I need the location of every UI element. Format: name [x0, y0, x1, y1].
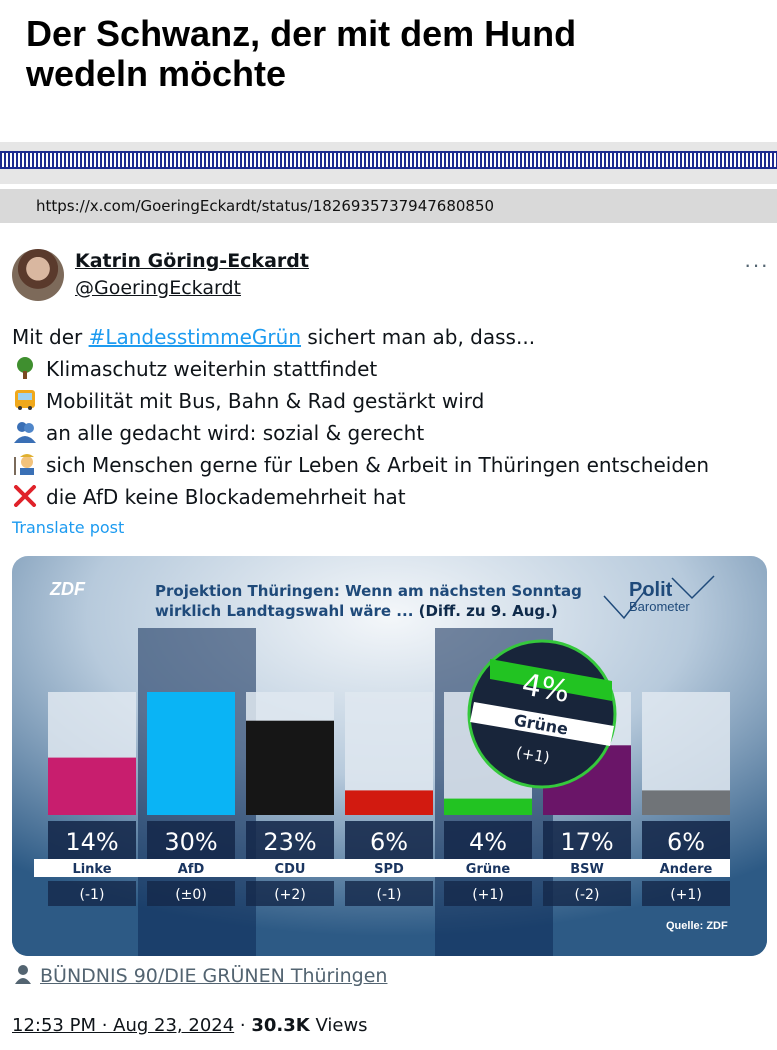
translate-post-link[interactable]: Translate post — [12, 518, 125, 537]
bar — [444, 798, 532, 815]
source-url[interactable]: https://x.com/GoeringEckardt/status/1826… — [36, 197, 495, 215]
bar-value-label: 30% — [164, 828, 217, 856]
party-label: AfD — [178, 862, 205, 877]
change-label: (±0) — [175, 887, 207, 903]
post-item: an alle gedacht wird: sozial & gerecht — [12, 417, 772, 449]
post-item-text: an alle gedacht wird: sozial & gerecht — [46, 421, 425, 445]
value-box — [543, 821, 631, 859]
change-box — [444, 881, 532, 906]
bar-value-label: 6% — [667, 828, 705, 856]
post-item: die AfD keine Blockademehrheit hat — [12, 481, 772, 513]
highlight-bar — [490, 659, 612, 701]
highlight-value: 4% — [519, 667, 572, 710]
post-text: Mit der #LandesstimmeGrün sichert man ab… — [12, 321, 772, 513]
farmer-icon — [14, 454, 34, 475]
post-intro: Mit der #LandesstimmeGrün sichert man ab… — [12, 321, 772, 353]
party-label: Andere — [660, 862, 713, 877]
highlight-change: (+1) — [515, 743, 551, 767]
change-box — [345, 881, 433, 906]
avatar[interactable] — [12, 249, 64, 301]
change-box — [147, 881, 235, 906]
post-item: sich Menschen gerne für Leben & Arbeit i… — [12, 449, 772, 481]
politbarometer-logo-mark — [603, 591, 645, 620]
bar-value-label: 14% — [65, 828, 118, 856]
decorative-line-bottom — [0, 167, 777, 169]
bar — [147, 692, 235, 815]
meta-separator: · — [239, 1015, 252, 1036]
politbarometer-logo-line2: Barometer — [629, 599, 690, 614]
change-label: (-2) — [575, 887, 600, 903]
politbarometer-logo-line1: Polit — [629, 579, 673, 601]
decorative-stripe — [0, 153, 777, 167]
bar — [48, 757, 136, 815]
highlight-magnifier: 4% Grüne (+1) — [467, 639, 617, 789]
change-label: (+1) — [670, 887, 702, 903]
change-box — [48, 881, 136, 906]
value-box — [48, 821, 136, 859]
change-label: (+2) — [274, 887, 306, 903]
url-bar — [0, 189, 777, 223]
views-label: Views — [315, 1015, 368, 1036]
post-item: Klimaschutz weiterhin stattfindet — [12, 353, 772, 385]
change-box — [246, 881, 334, 906]
post-item: Mobilität mit Bus, Bahn & Rad gestärkt w… — [12, 385, 772, 417]
attribution-link[interactable]: BÜNDNIS 90/DIE GRÜNEN Thüringen — [40, 965, 388, 987]
chart-title-line2: wirklich Landtagswahl wäre ... (Diff. zu… — [155, 602, 558, 620]
chart-title-line1: Projektion Thüringen: Wenn am nächsten S… — [155, 582, 582, 600]
post-timestamp[interactable]: 12:53 PM · Aug 23, 2024 — [12, 1015, 235, 1036]
post-item-text: Mobilität mit Bus, Bahn & Rad gestärkt w… — [46, 389, 485, 413]
bar-value-label: 6% — [370, 828, 408, 856]
bar-value-label: 17% — [560, 828, 613, 856]
views-count: 30.3K — [251, 1015, 310, 1036]
party-label-strip — [34, 859, 730, 877]
zdf-logo: ZDF — [49, 579, 86, 599]
post-intro-after: sichert man ab, dass... — [301, 325, 536, 349]
value-box — [345, 821, 433, 859]
more-options-icon[interactable]: ··· — [744, 252, 769, 277]
page-headline: Der Schwanz, der mit dem Hund wedeln möc… — [26, 13, 577, 94]
change-label: (-1) — [80, 887, 105, 903]
post-item-text: Klimaschutz weiterhin stattfindet — [46, 357, 378, 381]
party-label: BSW — [570, 862, 604, 877]
party-label: Linke — [72, 862, 111, 877]
hashtag-link[interactable]: #LandesstimmeGrün — [88, 325, 302, 349]
poll-chart: 14% 30% 23% 6% 4% 17% 6% Linke AfD CDU SPD Grüne BS… — [12, 556, 767, 956]
chart-source: Quelle: ZDF — [666, 920, 728, 932]
cross-mark-icon — [14, 485, 36, 507]
people-hugging-icon — [14, 422, 36, 443]
decorative-line-top — [0, 151, 777, 153]
change-box — [642, 881, 730, 906]
post-media-card[interactable]: 14% 30% 23% 6% 4% 17% 6% Linke AfD CDU SPD Grüne BS… — [12, 556, 767, 956]
politbarometer-logo-mark-2 — [671, 575, 715, 600]
community-attribution[interactable]: BÜNDNIS 90/DIE GRÜNEN Thüringen — [14, 964, 387, 987]
bus-icon — [15, 390, 35, 410]
party-label: Grüne — [466, 862, 511, 877]
person-icon — [15, 965, 31, 984]
post-meta: 12:53 PM · Aug 23, 2024 · 30.3K Views — [12, 1015, 368, 1036]
value-box — [147, 821, 235, 859]
post-intro-before: Mit der — [12, 325, 89, 349]
author-handle[interactable]: @GoeringEckardt — [75, 277, 241, 299]
value-box — [642, 821, 730, 859]
author-name[interactable]: Katrin Göring-Eckardt — [75, 250, 309, 272]
value-box — [246, 821, 334, 859]
bar — [345, 790, 433, 815]
change-box — [543, 881, 631, 906]
change-label: (+1) — [472, 887, 504, 903]
bar-value-label: 23% — [263, 828, 316, 856]
party-label: SPD — [374, 862, 404, 877]
bar — [246, 720, 334, 815]
post-item-text: die AfD keine Blockademehrheit hat — [46, 485, 406, 509]
bar — [642, 790, 730, 815]
post-item-text: sich Menschen gerne für Leben & Arbeit i… — [46, 453, 710, 477]
highlight-label-strip — [470, 702, 614, 746]
bar-value-label: 4% — [469, 828, 507, 856]
change-label: (-1) — [377, 887, 402, 903]
value-box — [444, 821, 532, 859]
tree-icon — [17, 357, 33, 379]
party-label: CDU — [275, 862, 306, 877]
